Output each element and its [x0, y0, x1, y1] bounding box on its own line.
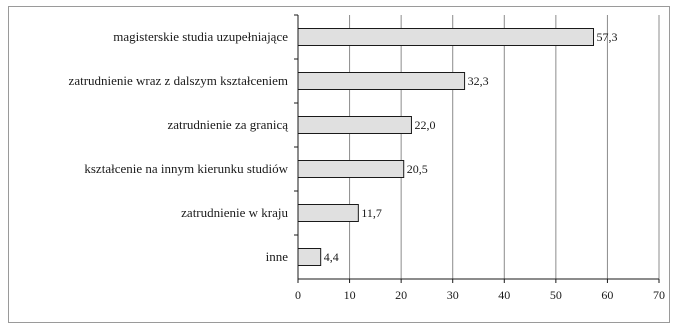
bar-chart: 0 10 20 30 40 50 60 70 magisterskie studia uzupe…	[69, 14, 665, 302]
bar-1	[297, 72, 466, 90]
category-label-2: zatrudnienie za granicą	[167, 117, 288, 132]
x-tick-label-7: 70	[653, 288, 665, 302]
value-label-5: 4,4	[324, 250, 339, 264]
value-label-0: 57,3	[597, 30, 618, 44]
x-tick-label-6: 60	[601, 288, 613, 302]
category-label-3: kształcenie na innym kierunku studiów	[84, 161, 288, 176]
x-tick-label-3: 30	[447, 288, 459, 302]
value-label-1: 32,3	[468, 74, 489, 88]
bar-0	[297, 28, 595, 46]
x-tick-label-2: 20	[395, 288, 407, 302]
value-label-3: 20,5	[407, 162, 428, 176]
x-tick-label-1: 10	[344, 288, 356, 302]
category-label-4: zatrudnienie w kraju	[181, 205, 288, 220]
bar-5	[297, 248, 322, 266]
x-tick-label-5: 50	[550, 288, 562, 302]
bar-4	[297, 204, 359, 222]
bar-2	[297, 116, 412, 134]
category-label-1: zatrudnienie wraz z dalszym kształceniem	[69, 73, 288, 88]
value-label-4: 11,7	[361, 206, 382, 220]
chart-frame: 0 10 20 30 40 50 60 70 magisterskie studia uzupe…	[8, 6, 670, 323]
x-tick-label-4: 40	[498, 288, 510, 302]
category-label-5: inne	[266, 249, 289, 264]
bar-3	[297, 160, 405, 178]
category-label-0: magisterskie studia uzupełniające	[113, 29, 288, 44]
x-tick-label-0: 0	[295, 288, 301, 302]
value-label-2: 22,0	[414, 118, 435, 132]
